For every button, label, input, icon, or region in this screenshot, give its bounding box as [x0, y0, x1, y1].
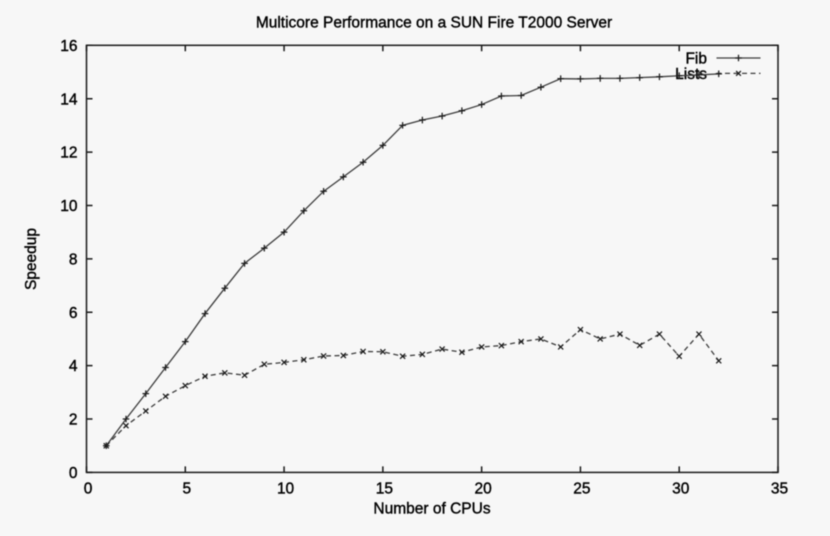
svg-text:6: 6 [69, 305, 78, 322]
svg-text:25: 25 [573, 481, 590, 498]
svg-text:5: 5 [182, 481, 191, 498]
svg-text:30: 30 [672, 481, 690, 498]
svg-text:2: 2 [69, 412, 78, 429]
svg-text:20: 20 [475, 481, 493, 498]
svg-text:12: 12 [60, 145, 77, 162]
svg-text:14: 14 [60, 91, 78, 108]
svg-text:Fib: Fib [685, 51, 707, 68]
svg-text:0: 0 [84, 481, 93, 498]
svg-text:Speedup: Speedup [23, 228, 40, 290]
svg-text:8: 8 [69, 251, 78, 268]
svg-text:15: 15 [376, 481, 393, 498]
svg-text:Lists: Lists [675, 66, 707, 83]
svg-text:35: 35 [771, 481, 788, 498]
svg-text:16: 16 [60, 38, 77, 55]
svg-text:10: 10 [277, 481, 295, 498]
svg-text:Number of CPUs: Number of CPUs [373, 501, 490, 518]
svg-text:10: 10 [60, 198, 78, 215]
svg-text:4: 4 [69, 358, 78, 375]
svg-text:0: 0 [69, 465, 78, 482]
svg-text:Multicore Performance on a SUN: Multicore Performance on a SUN Fire T200… [256, 15, 612, 32]
